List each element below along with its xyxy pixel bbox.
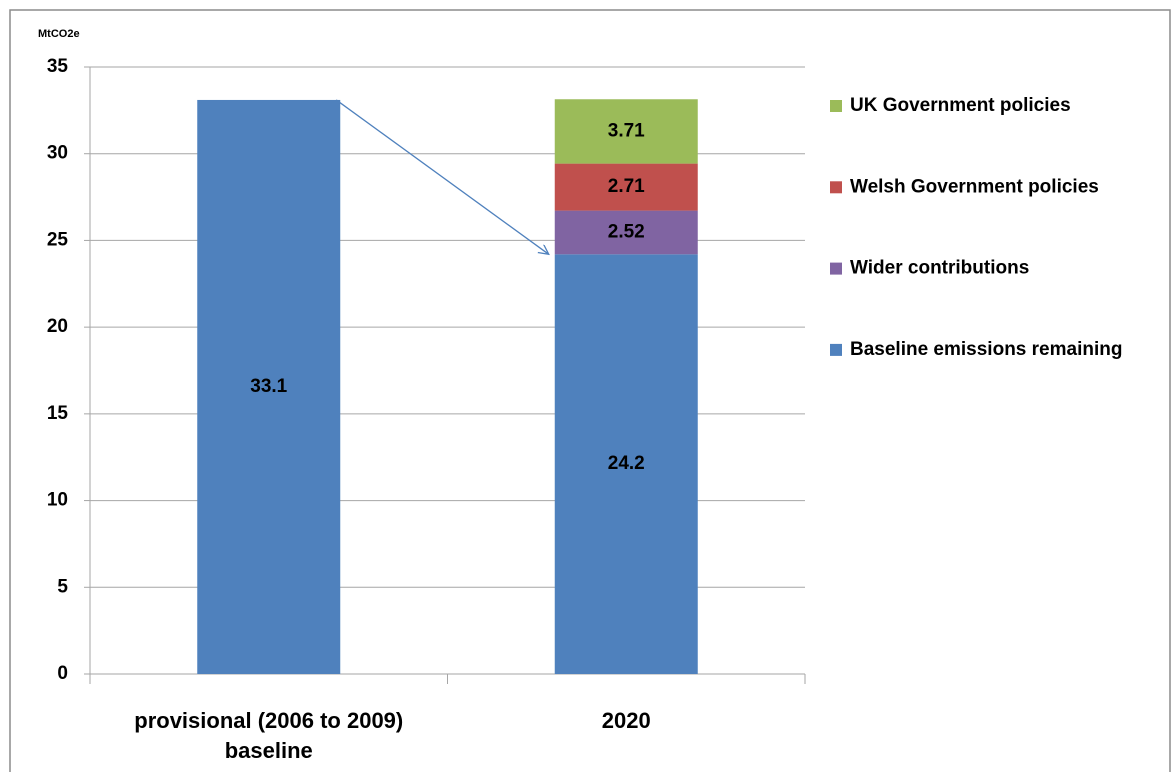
bar-segment xyxy=(554,210,698,255)
data-label: 24.2 xyxy=(608,453,645,474)
data-label: 2.52 xyxy=(608,221,645,242)
legend-swatch xyxy=(830,262,842,275)
bar-segment xyxy=(554,254,698,674)
bar-segment xyxy=(554,163,698,211)
bar-segment xyxy=(554,99,698,164)
legend-swatch xyxy=(830,343,842,356)
legend-label: Welsh Government policies xyxy=(850,176,1099,197)
bar-segment xyxy=(197,99,341,675)
y-tick-label: 25 xyxy=(47,229,69,250)
y-tick-label: 20 xyxy=(47,316,68,337)
legend-label: Wider contributions xyxy=(850,258,1029,279)
data-label: 3.71 xyxy=(608,120,645,141)
data-label: 2.71 xyxy=(608,176,645,197)
y-tick-label: 35 xyxy=(47,56,69,77)
y-axis-label: MtCO2e xyxy=(38,28,80,40)
legend-label: Baseline emissions remaining xyxy=(850,339,1122,360)
legend-label: UK Government policies xyxy=(850,95,1071,116)
y-tick-label: 0 xyxy=(57,663,68,684)
arrow xyxy=(335,99,549,254)
data-label: 33.1 xyxy=(250,376,287,397)
y-tick-label: 30 xyxy=(47,143,68,164)
y-tick-label: 10 xyxy=(47,490,68,511)
legend-swatch xyxy=(830,100,842,112)
legend-swatch xyxy=(830,181,842,194)
y-tick-label: 15 xyxy=(47,403,69,424)
x-tick-label: 2020 xyxy=(601,708,651,733)
x-tick-label: provisional (2006 to 2009) baseline xyxy=(134,708,404,763)
y-tick-label: 5 xyxy=(57,576,68,597)
frame xyxy=(9,9,1171,772)
